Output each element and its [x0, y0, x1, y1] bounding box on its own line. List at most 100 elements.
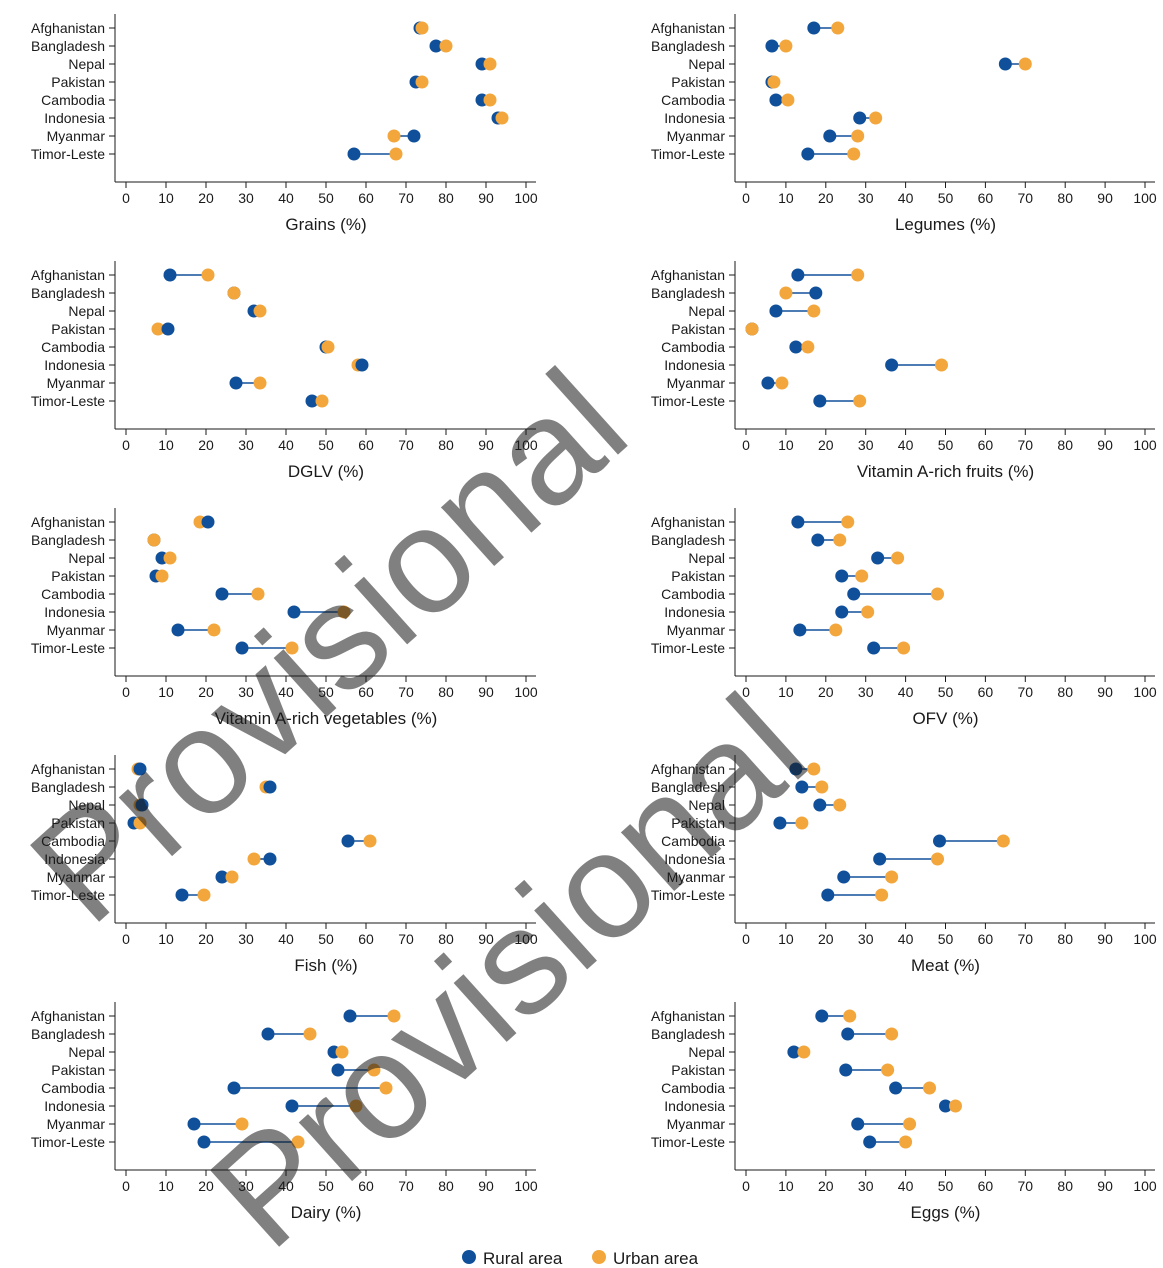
- point-urban: [833, 798, 847, 812]
- point-rural: [163, 268, 177, 282]
- panel-4: 0 10 20 30 40 50 60 70 80 90 100 Vitamin A-rich veg…: [31, 508, 538, 728]
- point-urban: [387, 129, 401, 143]
- point-rural: [851, 1117, 865, 1131]
- point-rural: [215, 870, 229, 884]
- point-rural: [769, 304, 783, 318]
- x-tick-label: 30: [238, 1178, 254, 1194]
- x-tick-label: 10: [158, 931, 174, 947]
- y-tick-label: Myanmar: [47, 375, 106, 391]
- y-tick-label: Indonesia: [664, 604, 725, 620]
- x-tick-label: 50: [318, 437, 334, 453]
- point-rural: [793, 623, 807, 637]
- point-rural: [871, 551, 885, 565]
- x-tick-label: 70: [1018, 684, 1034, 700]
- point-urban: [201, 268, 215, 282]
- x-tick-label: 10: [778, 931, 794, 947]
- x-tick-label: 80: [1057, 931, 1073, 947]
- y-tick-label: Bangladesh: [31, 285, 105, 301]
- point-urban: [225, 870, 239, 884]
- point-urban: [831, 21, 845, 35]
- y-tick-label: Nepal: [688, 303, 725, 319]
- y-tick-label: Cambodia: [661, 339, 725, 355]
- y-tick-label: Indonesia: [44, 110, 105, 126]
- point-urban: [841, 515, 855, 529]
- x-tick-label: 40: [898, 931, 914, 947]
- point-rural: [807, 21, 821, 35]
- point-rural: [789, 762, 803, 776]
- y-tick-label: Bangladesh: [31, 1026, 105, 1042]
- y-tick-label: Timor-Leste: [31, 393, 105, 409]
- y-tick-label: Myanmar: [47, 622, 106, 638]
- x-tick-label: 40: [898, 437, 914, 453]
- y-tick-label: Nepal: [688, 550, 725, 566]
- x-tick-label: 30: [858, 931, 874, 947]
- y-tick-label: Myanmar: [47, 869, 106, 885]
- point-rural: [161, 322, 175, 336]
- point-urban: [163, 551, 177, 565]
- x-tick-label: 90: [478, 437, 494, 453]
- y-tick-label: Indonesia: [664, 851, 725, 867]
- x-tick-label: 0: [122, 190, 130, 206]
- x-tick-label: 30: [858, 684, 874, 700]
- x-tick-label: 70: [1018, 931, 1034, 947]
- x-tick-label: 70: [1018, 1178, 1034, 1194]
- x-tick-label: 20: [818, 931, 834, 947]
- legend-rural-marker: [462, 1250, 476, 1264]
- y-tick-label: Nepal: [68, 56, 105, 72]
- y-tick-label: Afghanistan: [31, 761, 105, 777]
- y-tick-label: Pakistan: [671, 1062, 725, 1078]
- x-tick-label: 70: [398, 437, 414, 453]
- x-tick-label: 20: [198, 437, 214, 453]
- y-tick-label: Nepal: [68, 550, 105, 566]
- x-tick-label: 0: [122, 931, 130, 947]
- point-urban: [349, 1099, 363, 1113]
- x-tick-label: 60: [978, 1178, 994, 1194]
- point-rural: [135, 798, 149, 812]
- point-urban: [807, 762, 821, 776]
- x-tick-label: 20: [818, 684, 834, 700]
- x-tick-label: 10: [158, 190, 174, 206]
- x-tick-label: 90: [478, 684, 494, 700]
- x-tick-label: 80: [1057, 1178, 1073, 1194]
- x-tick-label: 50: [318, 1178, 334, 1194]
- point-rural: [815, 1009, 829, 1023]
- y-tick-label: Pakistan: [51, 74, 105, 90]
- y-tick-label: Myanmar: [667, 375, 726, 391]
- point-urban: [931, 587, 945, 601]
- x-tick-label: 70: [398, 190, 414, 206]
- legend-urban-label: Urban area: [613, 1249, 699, 1268]
- point-rural: [229, 376, 243, 390]
- x-tick-label: 60: [358, 684, 374, 700]
- y-tick-label: Pakistan: [671, 568, 725, 584]
- point-urban: [483, 93, 497, 107]
- y-tick-label: Bangladesh: [651, 779, 725, 795]
- point-urban: [847, 147, 861, 161]
- point-urban: [875, 888, 889, 902]
- y-tick-label: Nepal: [68, 303, 105, 319]
- x-tick-label: 70: [398, 1178, 414, 1194]
- point-urban: [779, 286, 793, 300]
- x-axis-title: Grains (%): [285, 215, 366, 234]
- point-rural: [847, 587, 861, 601]
- x-axis-title: Vitamin A-rich vegetables (%): [215, 709, 438, 728]
- x-tick-label: 0: [742, 190, 750, 206]
- x-tick-label: 50: [938, 684, 954, 700]
- x-tick-label: 30: [238, 684, 254, 700]
- y-tick-label: Cambodia: [41, 586, 105, 602]
- y-tick-label: Bangladesh: [651, 532, 725, 548]
- point-urban: [779, 39, 793, 53]
- point-urban: [321, 340, 335, 354]
- x-axis-title: Vitamin A-rich fruits (%): [857, 462, 1034, 481]
- point-urban: [415, 75, 429, 89]
- y-tick-label: Indonesia: [664, 357, 725, 373]
- y-tick-label: Nepal: [68, 1044, 105, 1060]
- x-tick-label: 70: [398, 684, 414, 700]
- point-urban: [853, 394, 867, 408]
- x-tick-label: 60: [978, 190, 994, 206]
- x-tick-label: 60: [358, 931, 374, 947]
- point-rural: [429, 39, 443, 53]
- x-tick-label: 80: [1057, 437, 1073, 453]
- x-tick-label: 40: [278, 1178, 294, 1194]
- point-urban: [335, 1045, 349, 1059]
- y-tick-label: Afghanistan: [651, 1008, 725, 1024]
